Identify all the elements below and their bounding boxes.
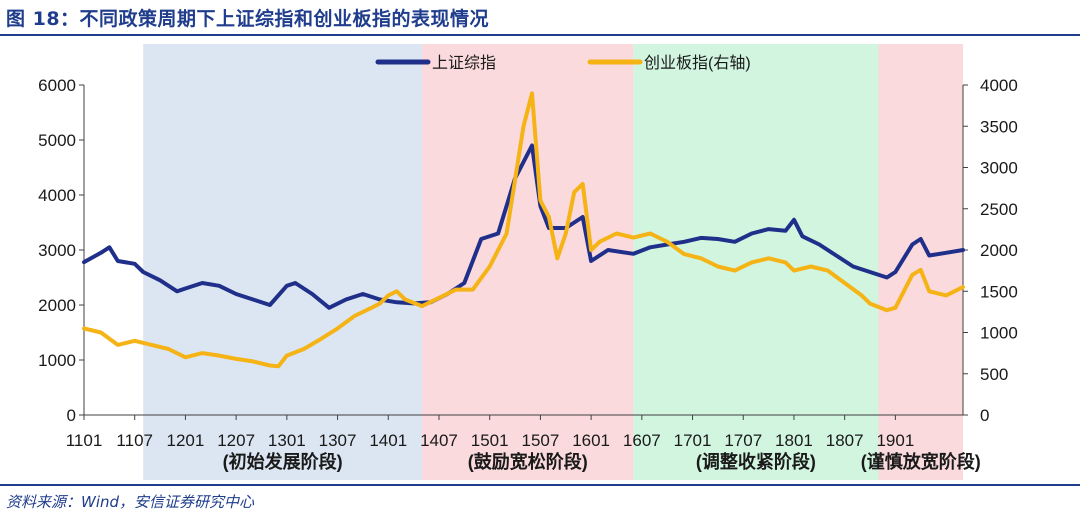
- phase-band-4: [878, 44, 963, 480]
- x-tick-label: 1807: [826, 431, 864, 450]
- right-tick-label: 2500: [980, 200, 1018, 219]
- x-tick-label: 1601: [572, 431, 610, 450]
- x-tick-label: 1301: [268, 431, 306, 450]
- x-tick-label: 1207: [217, 431, 255, 450]
- right-tick-label: 1500: [980, 282, 1018, 301]
- legend-label-1: 上证综指: [432, 54, 496, 72]
- series-layer: [82, 91, 965, 369]
- x-tick-label: 1501: [471, 431, 509, 450]
- title-rule: [0, 34, 1080, 36]
- left-tick-label: 2000: [38, 296, 76, 315]
- x-tick-label: 1401: [369, 431, 407, 450]
- x-tick-label: 1507: [521, 431, 559, 450]
- x-tick-label: 1107: [116, 431, 153, 450]
- left-tick-label: 1000: [38, 351, 76, 370]
- right-tick-label: 4000: [980, 76, 1018, 95]
- x-tick-label: 1101: [66, 431, 103, 450]
- x-tick-label: 1801: [775, 431, 813, 450]
- left-tick-label: 0: [67, 406, 76, 425]
- series-line-sse: [82, 143, 965, 310]
- x-tick-label: 1407: [420, 431, 458, 450]
- x-tick-label: 1701: [674, 431, 712, 450]
- right-tick-label: 3500: [980, 117, 1018, 136]
- right-tick-label: 1000: [980, 324, 1018, 343]
- phase-label-1: (初始发展阶段): [223, 451, 343, 472]
- left-tick-label: 4000: [38, 186, 76, 205]
- source-note: 资料来源：Wind，安信证券研究中心: [6, 493, 255, 511]
- left-tick-label: 5000: [38, 131, 76, 150]
- chart-svg: (初始发展阶段) (鼓励宽松阶段) (调整收紧阶段) (谨慎放宽阶段) 0 1000 20…: [38, 44, 1018, 480]
- right-tick-label: 2000: [980, 241, 1018, 260]
- right-tick-label: 3000: [980, 159, 1018, 178]
- x-tick-label: 1307: [319, 431, 357, 450]
- legend: 上证综指 创业板指(右轴): [375, 54, 751, 72]
- x-tick-label: 1707: [724, 431, 762, 450]
- chart-title: 图 18：不同政策周期下上证综指和创业板指的表现情况: [6, 8, 490, 30]
- x-tick-label: 1901: [876, 431, 914, 450]
- left-tick-label: 3000: [38, 241, 76, 260]
- x-tick-label: 1607: [623, 431, 661, 450]
- phase-band-1: [143, 44, 423, 480]
- phase-label-4: (谨慎放宽阶段): [861, 451, 981, 472]
- phase-label-3: (调整收紧阶段): [696, 451, 816, 472]
- right-tick-label: 500: [980, 365, 1008, 384]
- axis-layer: 0 1000 2000 3000 4000 5000 6000 0 500 1000 1500 200…: [38, 76, 1018, 450]
- source-rule: [0, 484, 1080, 486]
- phase-label-2: (鼓励宽松阶段): [468, 451, 588, 472]
- series-line-chinext: [82, 91, 965, 369]
- left-tick-label: 6000: [38, 76, 76, 95]
- x-tick-label: 1201: [167, 431, 205, 450]
- right-tick-label: 0: [980, 406, 989, 425]
- legend-label-2: 创业板指(右轴): [644, 54, 751, 72]
